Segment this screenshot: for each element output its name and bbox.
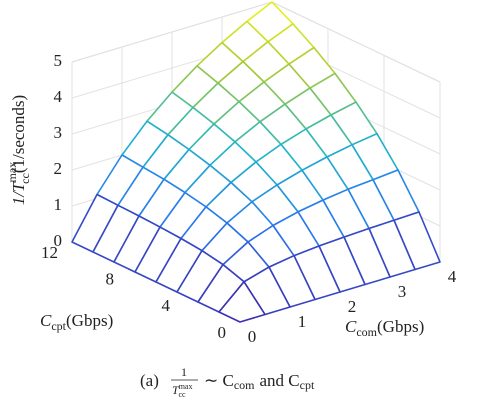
x-tick-label: 1 bbox=[298, 312, 307, 331]
z-tick-label: 5 bbox=[54, 51, 63, 70]
caption-den: Tmax cc bbox=[172, 382, 192, 399]
x-tick-label: 4 bbox=[448, 267, 457, 286]
caption: (a) 1 Tmax cc ∼ Ccom and Ccpt bbox=[140, 365, 315, 399]
z-tick-label: 2 bbox=[54, 159, 63, 178]
x-tick-label: 3 bbox=[398, 282, 407, 301]
labels: 1/Tmaxcc(1/seconds) Ccpt(Gbps) Ccom(Gbps… bbox=[5, 51, 457, 399]
x-tick-label: 0 bbox=[248, 327, 257, 346]
caption-mid: ∼ Ccom and Ccpt bbox=[204, 371, 315, 392]
z-tick-label: 4 bbox=[54, 87, 63, 106]
y-axis-label: Ccpt(Gbps) bbox=[40, 311, 113, 333]
mesh-cell bbox=[218, 280, 266, 323]
caption-tag: (a) bbox=[140, 371, 159, 390]
y-tick-label: 12 bbox=[41, 243, 58, 262]
y-tick-label: 4 bbox=[162, 296, 171, 315]
x-axis-label: Ccom(Gbps) bbox=[345, 317, 424, 339]
z-axis-label: 1/Tmaxcc(1/seconds) bbox=[5, 95, 32, 205]
y-tick-label: 0 bbox=[218, 323, 227, 342]
x-tick-label: 2 bbox=[348, 297, 357, 316]
caption-num: 1 bbox=[181, 365, 187, 379]
z-tick-label: 1 bbox=[54, 195, 63, 214]
surface bbox=[71, 1, 441, 323]
y-tick-label: 8 bbox=[106, 270, 115, 289]
z-tick-label: 3 bbox=[54, 123, 63, 142]
z-tick-label: 0 bbox=[54, 231, 63, 250]
grid-line bbox=[271, 1, 441, 83]
